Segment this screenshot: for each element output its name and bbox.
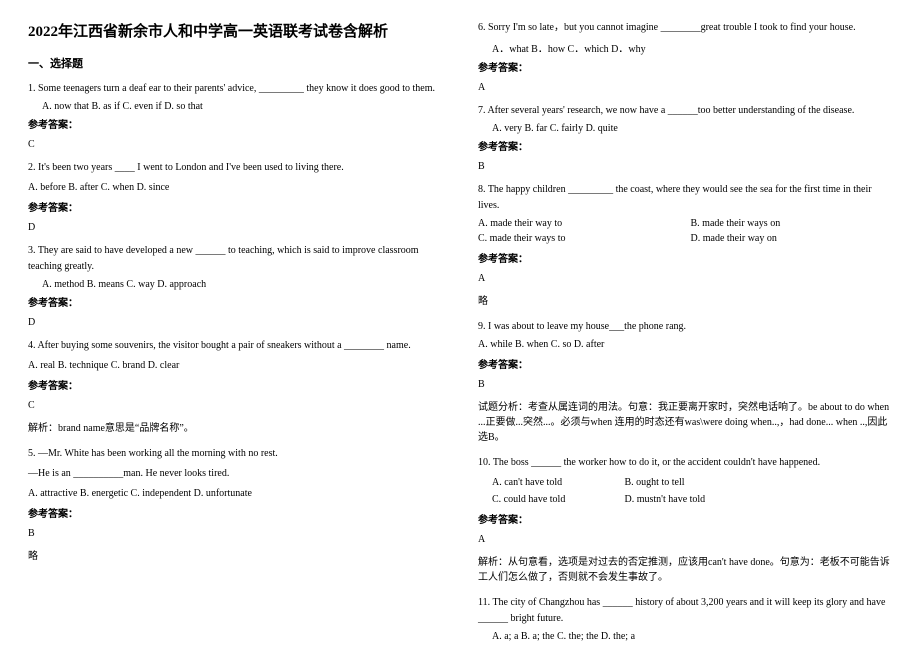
answer-label: 参考答案： (28, 377, 442, 392)
exam-page: 2022年江西省新余市人和中学高一英语联考试卷含解析 一、选择题 1. Some… (28, 20, 892, 646)
q10-optD: D. mustn't have told (625, 494, 706, 505)
q4-text: 4. After buying some souvenirs, the visi… (28, 338, 442, 354)
q9-answer: B (478, 379, 892, 390)
q8-optC: C. made their ways to (478, 233, 688, 244)
q10-optA: A. can't have told (492, 477, 622, 488)
answer-label: 参考答案： (478, 138, 892, 153)
q1-answer: C (28, 139, 442, 150)
section-heading: 一、选择题 (28, 55, 442, 71)
q10-text: 10. The boss ______ the worker how to do… (478, 455, 892, 471)
q4-options: A. real B. technique C. brand D. clear (28, 360, 442, 371)
q8-optD: D. made their way on (691, 233, 777, 244)
q9-text: 9. I was about to leave my house___the p… (478, 319, 892, 335)
q10-note: 解析：从句意看，选项是对过去的否定推测，应该用can't have done。句… (478, 555, 892, 585)
q8-options-row1: A. made their way to B. made their ways … (478, 218, 892, 229)
q7-answer: B (478, 161, 892, 172)
answer-label: 参考答案： (478, 250, 892, 265)
q8-answer: A (478, 273, 892, 284)
q2-text: 2. It's been two years ____ I went to Lo… (28, 160, 442, 176)
left-column: 2022年江西省新余市人和中学高一英语联考试卷含解析 一、选择题 1. Some… (28, 20, 442, 646)
answer-label: 参考答案： (28, 294, 442, 309)
q10-optB: B. ought to tell (625, 477, 685, 488)
q4-answer: C (28, 400, 442, 411)
q5-note: 略 (28, 549, 442, 564)
q8-note: 略 (478, 294, 892, 309)
q1-text: 1. Some teenagers turn a deaf ear to the… (28, 81, 442, 97)
q11-text: 11. The city of Changzhou has ______ his… (478, 595, 892, 627)
q6-options: A．what B．how C．which D．why (478, 40, 892, 55)
answer-label: 参考答案： (478, 59, 892, 74)
q2-options: A. before B. after C. when D. since (28, 182, 442, 193)
q9-note: 试题分析：考查从属连词的用法。句意：我正要离开家时，突然电话响了。be abou… (478, 400, 892, 445)
answer-label: 参考答案： (28, 505, 442, 520)
q5-answer: B (28, 528, 442, 539)
q11-options: A. a; a B. a; the C. the; the D. the; a (478, 631, 892, 642)
q8-optB: B. made their ways on (691, 218, 781, 229)
q9-options: A. while B. when C. so D. after (478, 339, 892, 350)
q5-text: 5. —Mr. White has been working all the m… (28, 446, 442, 462)
page-title: 2022年江西省新余市人和中学高一英语联考试卷含解析 (28, 20, 442, 41)
q8-optA: A. made their way to (478, 218, 688, 229)
q6-text: 6. Sorry I'm so late，but you cannot imag… (478, 20, 892, 36)
q3-answer: D (28, 317, 442, 328)
q10-optC: C. could have told (492, 494, 622, 505)
answer-label: 参考答案： (478, 356, 892, 371)
q5-options: A. attractive B. energetic C. independen… (28, 488, 442, 499)
answer-label: 参考答案： (478, 511, 892, 526)
answer-label: 参考答案： (28, 199, 442, 214)
q8-text: 8. The happy children _________ the coas… (478, 182, 892, 214)
q10-answer: A (478, 534, 892, 545)
q5-text2: —He is an __________man. He never looks … (28, 466, 442, 482)
q3-options: A. method B. means C. way D. approach (28, 279, 442, 290)
q7-options: A. very B. far C. fairly D. quite (478, 123, 892, 134)
q2-answer: D (28, 222, 442, 233)
q10-options-row1: A. can't have told B. ought to tell (478, 477, 892, 488)
q8-options-row2: C. made their ways to D. made their way … (478, 233, 892, 244)
q4-note: 解析：brand name意思是“品牌名称”。 (28, 421, 442, 436)
right-column: 6. Sorry I'm so late，but you cannot imag… (478, 20, 892, 646)
q10-options-row2: C. could have told D. mustn't have told (478, 494, 892, 505)
answer-label: 参考答案： (28, 116, 442, 131)
q6-answer: A (478, 82, 892, 93)
q3-text: 3. They are said to have developed a new… (28, 243, 442, 275)
q1-options: A. now that B. as if C. even if D. so th… (28, 101, 442, 112)
q7-text: 7. After several years' research, we now… (478, 103, 892, 119)
